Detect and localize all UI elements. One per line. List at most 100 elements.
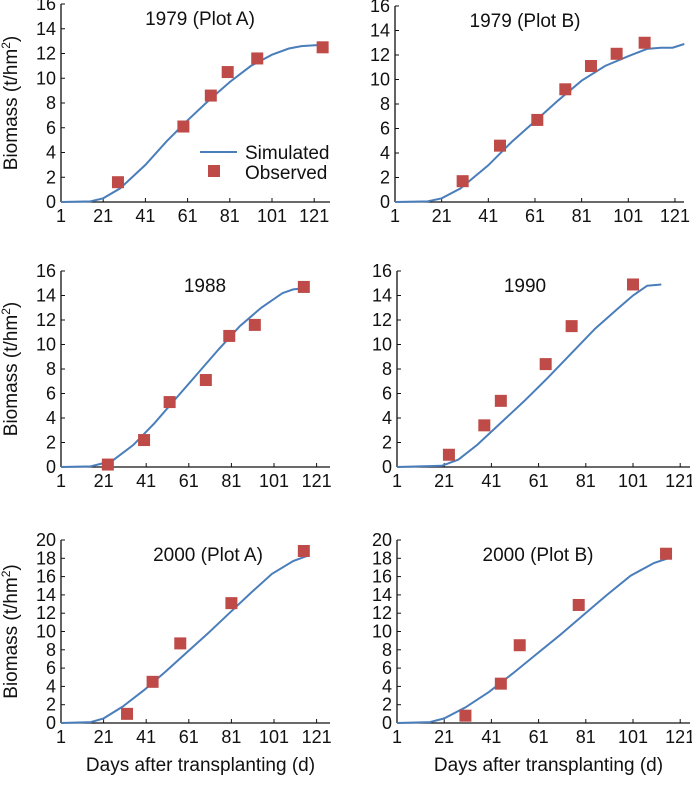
x-tick-label: 21 [94, 727, 114, 747]
x-axis-label: Days after transplanting (d) [86, 755, 315, 776]
x-tick-label: 41 [135, 206, 155, 226]
observed-point [565, 320, 578, 333]
x-tick-label: 41 [478, 206, 498, 226]
observed-point [174, 637, 187, 650]
y-tick-label: 14 [36, 585, 56, 605]
y-tick-label: 0 [382, 713, 392, 733]
y-tick-label: 18 [36, 548, 56, 568]
x-tick-label: 121 [302, 471, 332, 491]
x-tick-label: 21 [432, 206, 452, 226]
observed-point [163, 396, 176, 409]
y-tick-label: 10 [36, 68, 56, 88]
y-tick-label: 10 [36, 622, 56, 642]
x-tick-label: 21 [434, 471, 454, 491]
simulated-line [60, 43, 323, 203]
y-tick-label: 6 [382, 658, 392, 678]
x-tick-label: 61 [179, 471, 199, 491]
y-tick-label: 4 [46, 408, 56, 428]
x-tick-label: 121 [665, 727, 692, 747]
observed-point [121, 707, 134, 720]
x-tick-label: 81 [576, 727, 596, 747]
x-tick-label: 101 [259, 471, 289, 491]
x-tick-label: 41 [481, 471, 501, 491]
y-tick-label: 0 [46, 713, 56, 733]
observed-point [225, 597, 238, 610]
y-tick-label: 14 [372, 585, 392, 605]
observed-point [111, 176, 124, 189]
observed-point [493, 139, 506, 152]
y-tick-label: 4 [46, 143, 56, 163]
y-tick-label: 12 [36, 44, 56, 64]
y-tick-label: 2 [382, 433, 392, 453]
y-tick-label: 6 [46, 118, 56, 138]
y-tick-label: 8 [46, 93, 56, 113]
observed-point [204, 89, 217, 102]
legend-simulated-label: Simulated [245, 143, 330, 164]
y-tick-label: 10 [36, 335, 56, 355]
y-tick-label: 0 [46, 192, 56, 212]
observed-point [494, 394, 507, 407]
simulated-line [60, 554, 309, 724]
x-tick-label: 41 [136, 727, 156, 747]
observed-point [494, 677, 507, 690]
observed-point [513, 639, 526, 652]
observed-point [478, 419, 491, 432]
y-tick-label: 6 [380, 119, 390, 139]
observed-point [559, 83, 572, 96]
x-tick-label: 61 [529, 727, 549, 747]
observed-point [251, 52, 264, 65]
observed-point [297, 544, 310, 557]
x-tick-label: 121 [302, 727, 332, 747]
y-tick-label: 10 [372, 335, 392, 355]
y-tick-label: 4 [46, 676, 56, 696]
y-tick-label: 14 [372, 286, 392, 306]
panel-title: 1979 (Plot B) [470, 11, 581, 32]
observed-point [638, 36, 651, 49]
y-tick-label: 16 [36, 261, 56, 281]
y-tick-label: 2 [382, 695, 392, 715]
legend-observed-label: Observed [245, 163, 327, 184]
simulated-line [60, 287, 307, 468]
observed-point [316, 41, 329, 54]
x-tick-label: 41 [481, 727, 501, 747]
x-tick-label: 1 [392, 727, 402, 747]
y-tick-label: 12 [36, 603, 56, 623]
simulated-line [396, 556, 672, 724]
y-tick-label: 0 [46, 457, 56, 477]
x-tick-label: 81 [576, 471, 596, 491]
y-tick-label: 12 [370, 45, 390, 65]
x-tick-label: 1 [56, 206, 66, 226]
y-tick-label: 18 [372, 548, 392, 568]
y-tick-label: 0 [380, 192, 390, 212]
y-tick-label: 12 [36, 310, 56, 330]
y-tick-label: 4 [382, 408, 392, 428]
x-tick-label: 101 [618, 727, 648, 747]
x-tick-label: 81 [221, 471, 241, 491]
y-tick-label: 8 [46, 640, 56, 660]
x-tick-label: 61 [179, 727, 199, 747]
panel-title: 2000 (Plot B) [483, 545, 594, 566]
x-tick-label: 101 [613, 206, 643, 226]
y-axis-label: Biomass (t/hm2) [0, 36, 22, 170]
x-tick-label: 61 [529, 471, 549, 491]
observed-point [138, 434, 151, 447]
x-tick-label: 101 [259, 727, 289, 747]
y-axis-label: Biomass (t/hm2) [0, 302, 22, 436]
observed-point [531, 113, 544, 126]
observed-point [221, 66, 234, 79]
observed-point [660, 547, 673, 560]
observed-point [442, 448, 455, 461]
observed-point [459, 709, 472, 722]
y-tick-label: 4 [382, 676, 392, 696]
y-tick-label: 10 [370, 70, 390, 90]
observed-point [223, 329, 236, 342]
y-tick-label: 0 [382, 457, 392, 477]
y-tick-label: 16 [36, 0, 56, 14]
y-tick-label: 8 [380, 94, 390, 114]
x-tick-label: 21 [434, 727, 454, 747]
